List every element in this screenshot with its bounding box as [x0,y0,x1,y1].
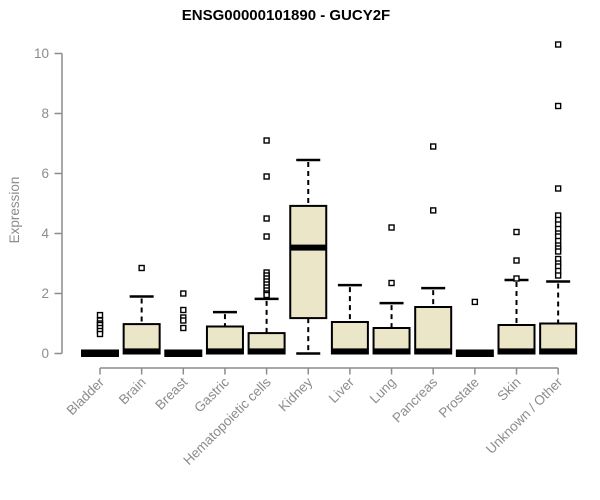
box [330,321,369,355]
outlier-point [388,224,395,231]
median-line [206,348,243,355]
y-axis: 0 2 4 6 8 10 [34,46,63,361]
outlier-point [513,257,520,264]
chart-title: ENSG00000101890 - GUCY2F [181,7,391,24]
x-category-label: Gastric [191,374,232,415]
y-tick-label: 6 [41,166,49,181]
boxplot-liver [330,283,369,355]
boxplot-unknown-other [539,41,578,355]
outlier-point [554,102,562,110]
outlier-point [430,143,437,150]
boxplot-lung [372,224,411,355]
box [414,306,453,355]
outlier-point [96,311,104,319]
outlier-point [138,264,145,272]
box [289,204,328,320]
boxplot-kidney [289,158,328,355]
x-category-label: Liver [326,374,358,406]
collapsed-box [81,349,119,357]
y-tick-label: 10 [34,46,49,61]
boxplot-prostate [455,298,494,357]
median-line [498,348,535,355]
median-line [248,348,285,355]
y-tick-label: 8 [41,106,49,121]
outlier-point [263,233,270,240]
x-category-label: Unknown / Other [483,374,566,457]
outlier-point [96,330,104,338]
outlier-point [180,306,187,314]
x-category-label: Lung [367,375,399,407]
outlier-point [554,272,562,279]
outlier-point [430,207,437,214]
boxplot-pancreas [414,143,453,355]
median-line [540,348,577,355]
median-line [290,244,327,251]
collapsed-box [164,349,203,357]
median-line [415,348,452,355]
outlier-point [554,41,562,48]
median-line [123,348,160,355]
x-category-label: Kidney [276,374,316,414]
outlier-point [513,228,520,236]
outlier-point [263,215,270,222]
x-category-label: Bladder [64,374,108,418]
boxplot-bladder [81,311,119,357]
outlier-point [554,248,562,255]
y-tick-label: 4 [41,226,49,241]
outlier-point [180,317,187,324]
outlier-point [263,173,270,180]
x-category-label: Brain [116,375,149,408]
outlier-point [388,279,395,287]
boxplot-brain [122,264,161,355]
x-category-label: Prostate [436,375,482,421]
boxplot-gastric [205,310,244,355]
outlier-point [263,291,270,299]
median-line [331,348,368,355]
boxplot-hematopoietic-cells [247,137,286,355]
x-category-label: Breast [152,374,190,412]
outlier-point [471,298,479,306]
x-category-label: Pancreas [389,374,440,425]
outlier-point [554,185,562,192]
boxplot-skin [497,228,536,355]
outlier-point [180,290,187,297]
collapsed-box [455,349,494,357]
outlier-point [513,275,520,282]
outlier-point [180,324,187,332]
y-tick-label: 0 [41,346,49,361]
outlier-point [263,137,270,144]
boxplot-breast [164,290,203,357]
x-category-label: Skin [494,375,523,404]
median-line [373,348,410,355]
y-tick-label: 2 [41,286,49,301]
